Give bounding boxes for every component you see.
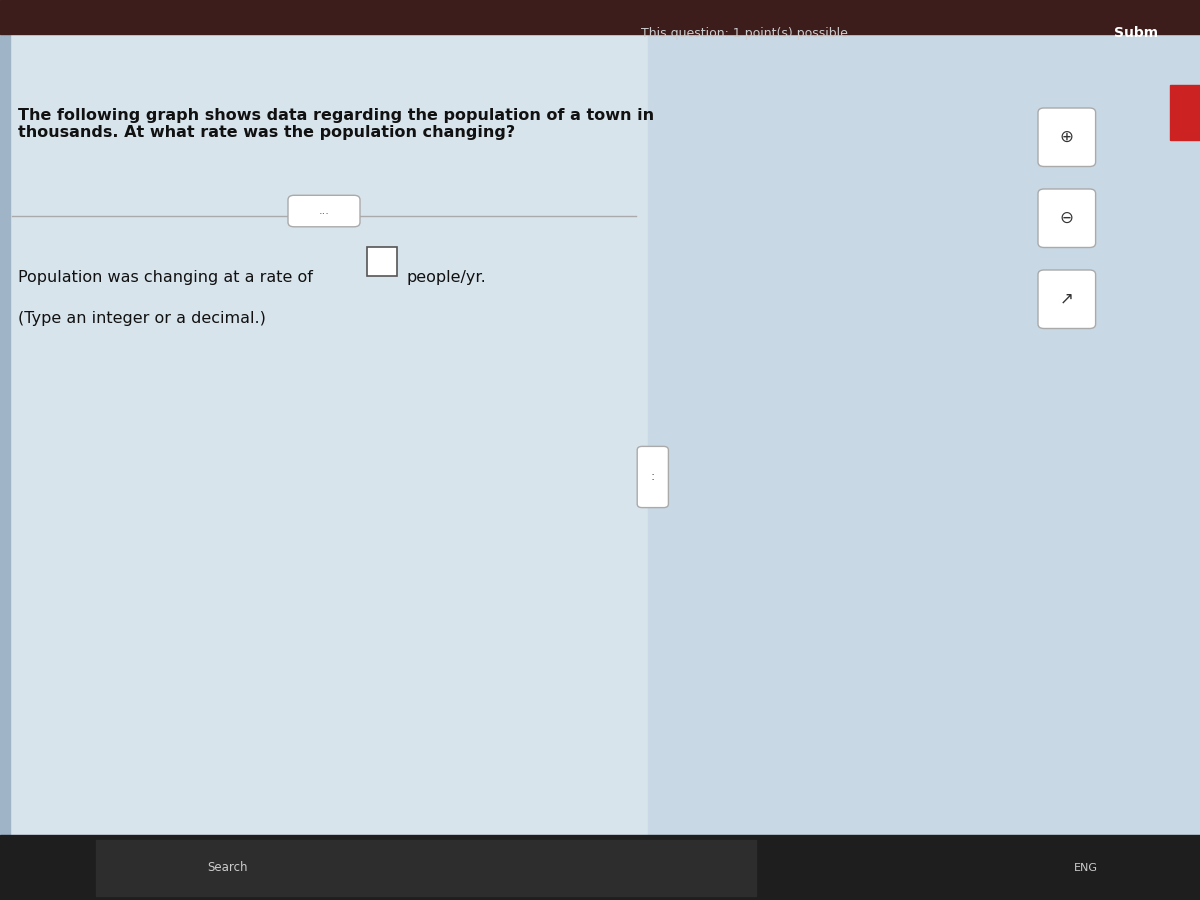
Text: The following graph shows data regarding the population of a town in
thousands. : The following graph shows data regarding…	[18, 108, 654, 140]
Text: Population was changing at a rate of: Population was changing at a rate of	[18, 270, 313, 285]
Y-axis label: Population of a town (in thousands): Population of a town (in thousands)	[596, 342, 606, 540]
Text: ⊕: ⊕	[1060, 128, 1074, 146]
Text: Search: Search	[208, 861, 248, 874]
Point	[898, 519, 917, 534]
Text: ENG: ENG	[1074, 862, 1098, 873]
Text: ...: ...	[318, 206, 330, 217]
Text: ⊖: ⊖	[1060, 209, 1074, 227]
Text: (Type an integer or a decimal.): (Type an integer or a decimal.)	[18, 310, 266, 326]
Text: ↗: ↗	[1060, 290, 1074, 308]
Text: :: :	[650, 471, 655, 483]
Text: Subm: Subm	[1114, 26, 1158, 40]
Text: people/yr.: people/yr.	[407, 270, 486, 285]
X-axis label: Year: Year	[821, 831, 847, 843]
Point	[719, 306, 738, 320]
Text: This question: 1 point(s) possible: This question: 1 point(s) possible	[641, 27, 847, 40]
